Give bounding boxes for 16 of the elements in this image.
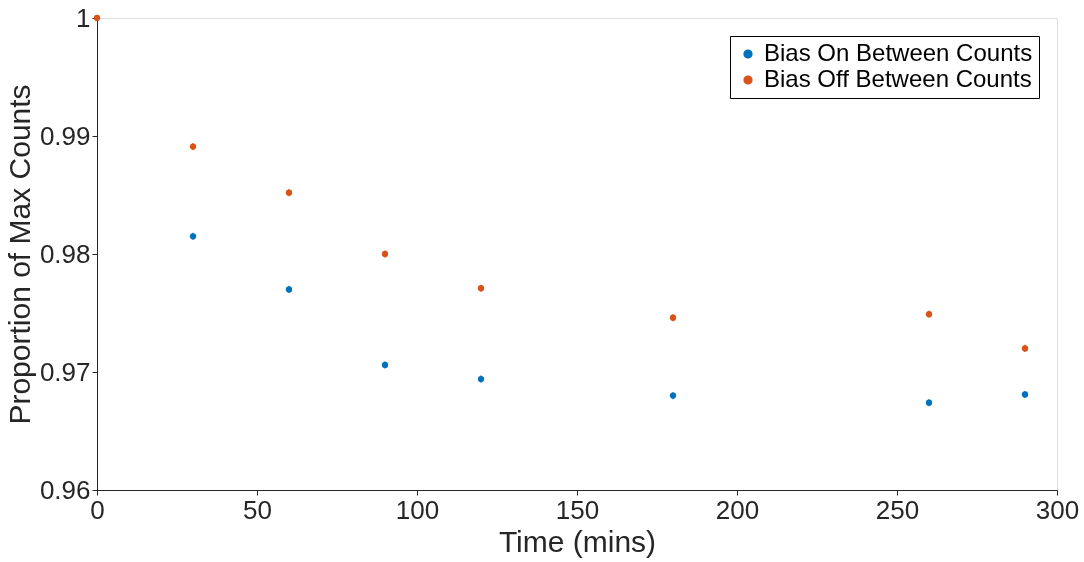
y-tick-label: 1 — [76, 2, 91, 33]
x-tick-label: 200 — [715, 494, 760, 525]
x-axis-title: Time (mins) — [498, 524, 657, 558]
x-tick-label: 250 — [875, 494, 920, 525]
x-tick-label: 0 — [90, 494, 105, 525]
y-tick-label: 0.97 — [39, 356, 91, 387]
x-tick-label: 100 — [395, 494, 440, 525]
x-tick-label: 50 — [243, 494, 272, 525]
x-tick-label: 300 — [1035, 494, 1080, 525]
y-tick-label: 0.99 — [39, 120, 91, 151]
legend-label: Bias Off Between Counts — [764, 65, 1032, 92]
y-axis-title: Proportion of Max Counts — [2, 84, 36, 425]
x-tick-label: 150 — [555, 494, 600, 525]
y-tick-label: 0.98 — [39, 238, 91, 269]
y-tick-label: 0.96 — [39, 474, 91, 505]
legend-label: Bias On Between Counts — [764, 39, 1033, 66]
